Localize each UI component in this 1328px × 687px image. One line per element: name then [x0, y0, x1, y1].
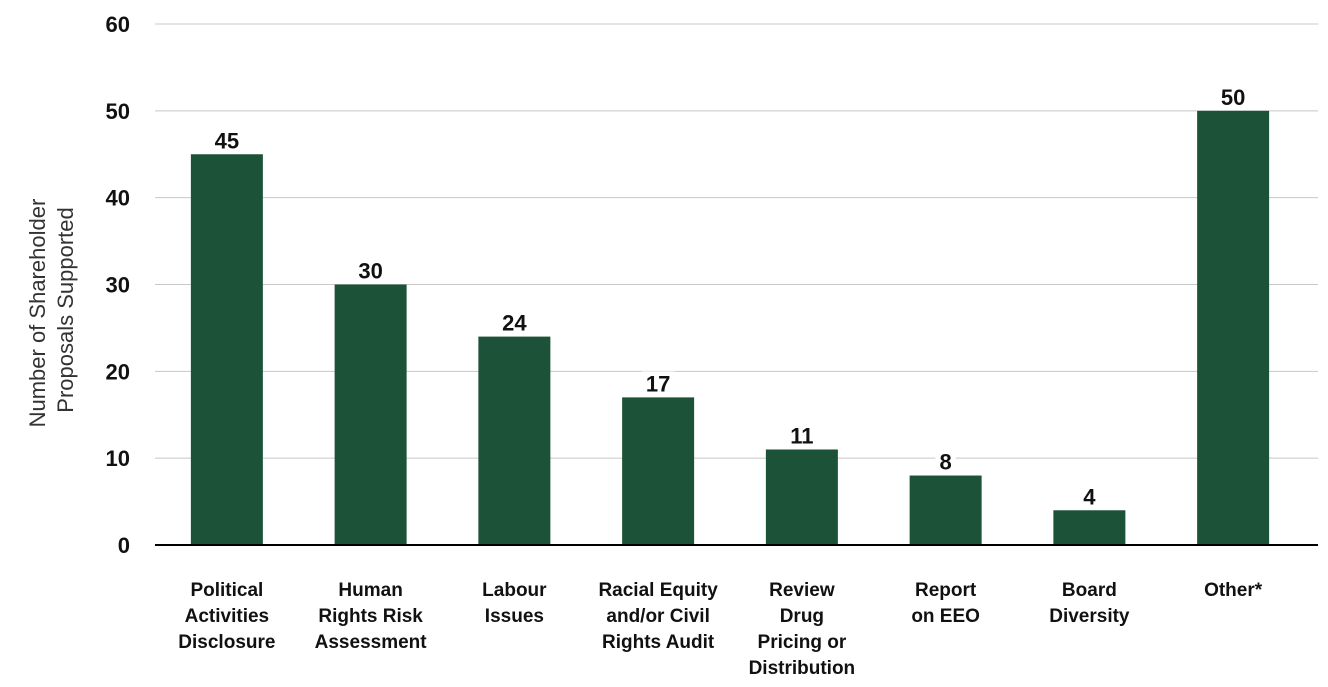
category-label: Report on EEO [911, 580, 980, 627]
category-label-line: Human [338, 580, 402, 601]
bar [1053, 510, 1126, 545]
bar [478, 336, 551, 545]
data-label: 8 [940, 450, 952, 475]
category-label-line: Activities [185, 606, 269, 627]
category-label: Other* [1204, 580, 1263, 601]
category-label-line: Distribution [749, 658, 856, 679]
category-label-line: Pricing or [758, 632, 847, 653]
bars [190, 110, 1270, 545]
category-label-line: Board [1062, 580, 1117, 601]
bar [1197, 110, 1270, 545]
category-label: Human Rights Risk Assessment [315, 580, 428, 653]
y-axis-tick-labels: 0 10 20 30 40 50 60 [106, 12, 130, 558]
data-label-background [1079, 484, 1101, 510]
data-label: 45 [215, 128, 239, 153]
category-label-line: Report [915, 580, 977, 601]
y-tick-label: 40 [106, 186, 130, 211]
y-tick-label: 0 [118, 533, 130, 558]
data-label: 24 [502, 311, 527, 336]
data-label-background [210, 128, 244, 154]
data-label-background [1216, 84, 1250, 110]
y-tick-label: 60 [106, 12, 130, 37]
category-label-line: on EEO [911, 606, 980, 627]
category-label-line: Drug [780, 606, 824, 627]
category-label-line: Other* [1204, 580, 1263, 601]
data-label: 30 [358, 259, 382, 284]
category-label-line: Diversity [1049, 606, 1130, 627]
category-label: Review Drug Pricing or Distribution [749, 580, 856, 679]
category-label-line: Racial Equity [598, 580, 718, 601]
y-tick-label: 50 [106, 99, 130, 124]
y-axis-title-line-1: Number of Shareholder [25, 199, 50, 428]
category-label-line: Disclosure [178, 632, 275, 653]
bar [622, 397, 695, 545]
category-label: Political Activities Disclosure [178, 580, 275, 653]
y-tick-label: 20 [106, 359, 130, 384]
y-axis-title-line-2: Proposals Supported [53, 207, 78, 412]
category-label-line: Review [769, 580, 835, 601]
y-axis-title: Number of Shareholder Proposals Supporte… [25, 193, 78, 428]
category-label-line: Issues [485, 606, 544, 627]
data-label-background [498, 310, 532, 336]
category-label-line: and/or Civil [606, 606, 709, 627]
category-label-line: Political [190, 580, 263, 601]
category-label: Racial Equity and/or Civil Rights Audit [598, 580, 718, 653]
bar [190, 154, 263, 545]
x-axis-category-labels: Political Activities Disclosure Human Rights… [178, 580, 1262, 679]
data-label-background [786, 423, 818, 449]
data-label: 4 [1083, 484, 1096, 509]
category-label-line: Labour [482, 580, 547, 601]
data-labels: 45 30 24 17 11 8 4 50 [210, 84, 1250, 510]
bar [765, 449, 838, 545]
data-label: 50 [1221, 85, 1245, 110]
category-label-line: Rights Risk [318, 606, 423, 627]
gridlines [155, 23, 1318, 459]
data-label-background [935, 449, 956, 475]
category-label-line: Rights Audit [602, 632, 715, 653]
bar [909, 475, 982, 545]
data-label: 17 [646, 371, 670, 396]
data-label: 11 [790, 423, 813, 448]
category-label: Labour Issues [482, 580, 547, 627]
y-tick-label: 30 [106, 273, 130, 298]
y-tick-label: 10 [106, 446, 130, 471]
data-label-background [641, 371, 675, 397]
category-label-line: Assessment [315, 632, 428, 653]
category-label: Board Diversity [1049, 580, 1130, 627]
bar [334, 284, 407, 545]
data-label-background [354, 258, 387, 284]
